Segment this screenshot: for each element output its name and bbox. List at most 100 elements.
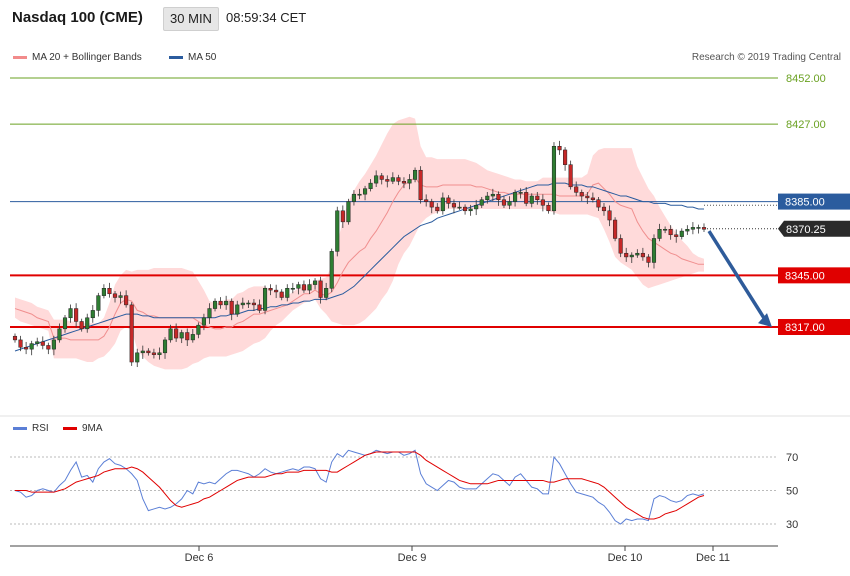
legend-rsi: RSI xyxy=(13,423,49,434)
candle-body xyxy=(529,195,534,204)
candle-body xyxy=(490,193,495,197)
candle-body xyxy=(368,182,373,189)
level-label-8427.00: 8427.00 xyxy=(786,119,826,131)
candle-body xyxy=(224,300,229,306)
candle-body xyxy=(29,343,34,350)
candle-body xyxy=(12,335,18,341)
candle-body xyxy=(563,149,568,165)
candle-body xyxy=(96,295,101,311)
candle-body xyxy=(157,352,162,355)
level-tag-8345.00 xyxy=(778,267,850,284)
candle-body xyxy=(324,288,329,298)
candle-body xyxy=(112,293,118,298)
candle-body xyxy=(146,350,151,354)
candle-body xyxy=(429,201,434,208)
ma50-swatch-icon xyxy=(169,55,183,59)
candle-body xyxy=(51,339,56,350)
copyright-note: Research © 2019 Trading Central xyxy=(691,52,841,63)
candle-body xyxy=(607,210,612,221)
candle-body xyxy=(168,328,173,341)
candle-body xyxy=(540,199,545,206)
candle-body xyxy=(479,199,484,206)
candle-body xyxy=(413,169,418,180)
timeframe-selector[interactable]: 30 MIN xyxy=(163,7,219,31)
candle-body xyxy=(435,206,440,212)
level-tag-8317.00 xyxy=(778,319,850,335)
candle-body xyxy=(207,308,212,319)
candle-body xyxy=(524,192,529,204)
candle-body xyxy=(24,347,29,350)
candle-body xyxy=(463,206,468,212)
candle-body xyxy=(585,195,590,199)
candle-body xyxy=(574,186,579,193)
candle-body xyxy=(579,192,584,197)
candle-body xyxy=(663,228,668,231)
candle-body xyxy=(451,203,457,208)
candle-body xyxy=(246,302,251,305)
candle-body xyxy=(679,230,684,237)
candle-body xyxy=(363,188,368,195)
candle-body xyxy=(229,300,234,315)
candle-body xyxy=(274,289,279,293)
candle-body xyxy=(513,192,518,202)
candle-body xyxy=(601,206,607,212)
legend-9ma-label: 9MA xyxy=(82,423,103,434)
bollinger-swatch-icon xyxy=(13,55,27,59)
forecast-arrow-line xyxy=(707,230,768,323)
candle-body xyxy=(546,205,551,212)
candle-body xyxy=(90,310,95,319)
candle-body xyxy=(140,350,145,354)
candle-body xyxy=(457,206,462,209)
candle-body xyxy=(179,332,184,339)
level-label-8385.00: 8385.00 xyxy=(785,197,825,209)
candle-body xyxy=(162,339,168,354)
candle-body xyxy=(79,321,84,330)
ma9-swatch-icon xyxy=(63,426,77,430)
candle-body xyxy=(613,219,618,239)
forecast-arrow-head-icon xyxy=(758,313,772,328)
candle-body xyxy=(290,288,295,290)
rsi-tick-label: 30 xyxy=(786,519,798,531)
candle-body xyxy=(62,317,68,330)
candle-body xyxy=(296,284,301,289)
candle-body xyxy=(285,288,290,298)
candle-body xyxy=(35,341,40,344)
candle-body xyxy=(340,210,345,223)
candle-body xyxy=(374,175,379,184)
candle-body xyxy=(185,332,190,341)
candle-body xyxy=(440,197,445,212)
last-price-label: 8370.25 xyxy=(786,224,826,236)
candle-body xyxy=(507,201,512,206)
candle-body xyxy=(212,300,218,309)
legend-rsi-label: RSI xyxy=(32,423,49,434)
candle-body xyxy=(590,197,595,200)
candle-body xyxy=(301,284,306,291)
candle-body xyxy=(268,288,273,291)
candle-body xyxy=(674,234,679,237)
rsi-tick-label: 70 xyxy=(786,452,798,464)
candle-body xyxy=(124,295,129,306)
level-label-8452.00: 8452.00 xyxy=(786,73,826,85)
rsi-line xyxy=(14,449,705,525)
candle-body xyxy=(151,352,156,355)
candle-body xyxy=(418,169,423,200)
candle-body xyxy=(307,284,312,291)
ma20-line xyxy=(14,176,704,341)
candle-body xyxy=(568,164,573,188)
chart-header: Nasdaq 100 (CME) 30 MIN 08:59:34 CET xyxy=(0,0,850,36)
instrument-title: Nasdaq 100 (CME) xyxy=(12,9,143,26)
legend-ma50-label: MA 50 xyxy=(188,52,217,63)
level-label-8317.00: 8317.00 xyxy=(785,322,825,334)
candle-body xyxy=(40,341,45,346)
candle-body xyxy=(635,252,640,256)
legend-9ma: 9MA xyxy=(63,423,103,434)
rsi-9ma-line xyxy=(15,451,705,520)
candle-body xyxy=(240,302,245,306)
candle-body xyxy=(618,238,623,254)
candle-body xyxy=(357,193,362,196)
candle-body xyxy=(201,317,206,326)
candle-body xyxy=(107,288,112,295)
candle-body xyxy=(629,254,634,258)
candle-body xyxy=(218,300,223,306)
